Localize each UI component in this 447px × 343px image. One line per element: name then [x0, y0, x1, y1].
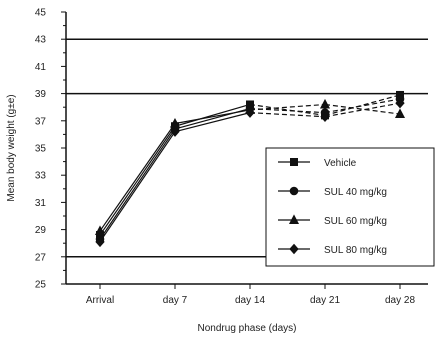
series-line-segment	[324, 98, 401, 114]
data-point	[245, 107, 255, 118]
y-tick-label: 29	[35, 225, 47, 236]
y-tick-label: 25	[35, 280, 47, 291]
data-point	[394, 108, 406, 118]
legend: Vehicle SUL 40 mg/kg SUL 60 mg/kg SUL 80 mg…	[265, 147, 435, 267]
series-line-segment	[174, 103, 251, 127]
series-sul-80-mg-kg	[95, 97, 405, 248]
data-point	[94, 225, 106, 235]
legend-label: SUL 60 mg/kg	[324, 216, 387, 227]
data-point	[95, 236, 105, 248]
series-line-segment	[174, 109, 251, 125]
series-line-segment	[249, 103, 326, 111]
data-point	[170, 126, 180, 137]
series-line-segment	[249, 103, 326, 116]
x-axis-title: Nondrug phase (days)	[198, 323, 297, 334]
y-axis-title: Mean body weight (g±e)	[6, 94, 17, 201]
legend-label: Vehicle	[324, 158, 357, 169]
x-tick-label: day 21	[310, 295, 340, 306]
y-tick-label: 43	[35, 35, 47, 46]
legend-marker	[289, 186, 299, 196]
series-line-segment	[99, 131, 176, 243]
x-ticks: Arrival day 7 day 14 day 21 day 28	[86, 284, 415, 306]
y-tick-label: 39	[35, 89, 47, 100]
y-tick-label: 37	[35, 116, 47, 127]
series-line-segment	[99, 128, 176, 240]
data-point	[320, 111, 330, 122]
x-tick-label: day 14	[235, 295, 265, 306]
series-line-segment	[174, 112, 251, 133]
legend-label: SUL 40 mg/kg	[324, 187, 387, 198]
legend-marker	[289, 243, 299, 255]
legend-marker	[290, 158, 298, 166]
data-point	[395, 97, 405, 109]
x-tick-label: Arrival	[86, 295, 114, 306]
series-line-segment	[324, 103, 401, 115]
x-tick-label: day 7	[163, 295, 188, 306]
y-tick-label: 45	[35, 8, 47, 19]
data-point	[319, 98, 331, 109]
series-line-segment	[324, 94, 401, 116]
y-tick-label: 35	[35, 144, 47, 155]
legend-marker	[288, 214, 300, 224]
y-tick-label: 31	[35, 198, 47, 209]
y-tick-label: 33	[35, 171, 47, 182]
series	[94, 90, 406, 248]
x-tick-label: day 28	[385, 295, 415, 306]
series-line-segment	[99, 125, 176, 236]
series-line-segment	[324, 102, 401, 118]
series-line-segment	[99, 123, 176, 232]
y-ticks: 25 27 29 31 33 35 37 39 41 43 45	[35, 8, 66, 291]
legend-label: SUL 80 mg/kg	[324, 245, 387, 256]
y-tick-label: 41	[35, 62, 47, 73]
series-line-segment	[249, 112, 326, 118]
y-tick-label: 27	[35, 252, 47, 263]
